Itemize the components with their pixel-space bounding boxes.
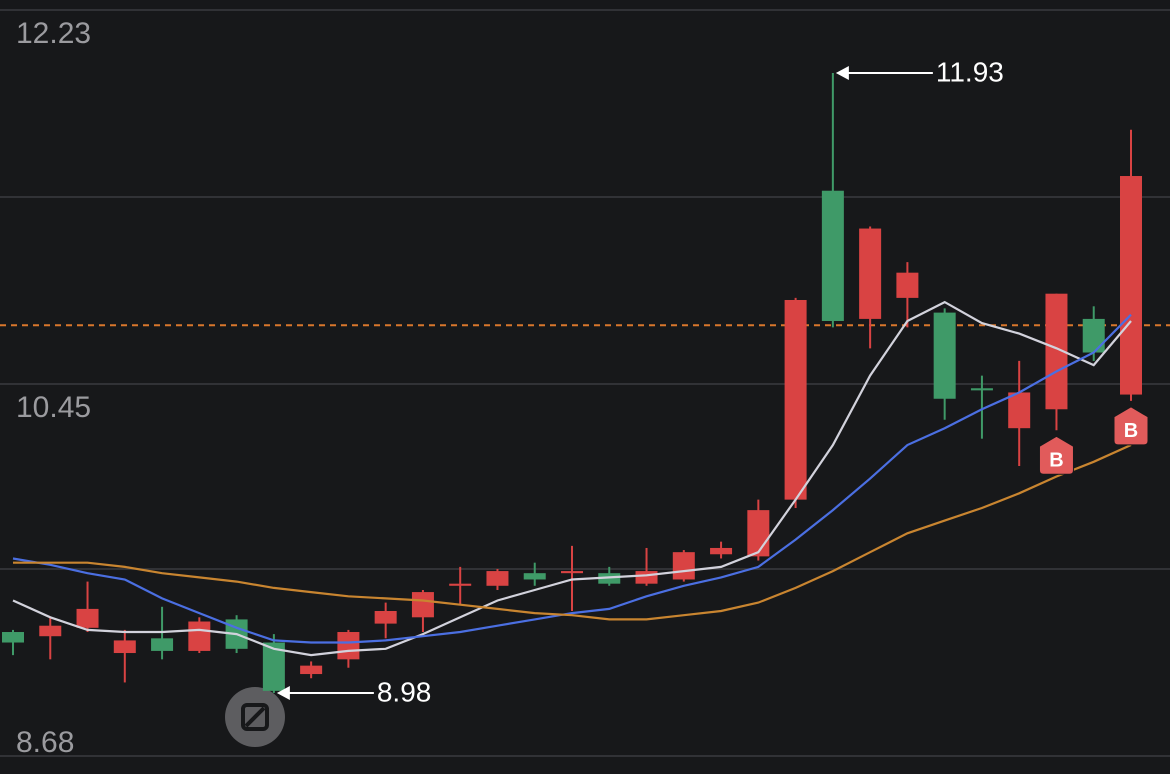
candle-body	[635, 571, 658, 584]
moving-average-line	[12, 300, 1132, 657]
candle-body	[337, 632, 360, 660]
buy-marker	[1038, 435, 1074, 475]
candle-body	[821, 190, 844, 322]
buy-marker-label: B	[1124, 420, 1138, 442]
candle-body	[2, 632, 24, 643]
annotation-arrowhead	[835, 66, 849, 81]
reset-icon[interactable]	[225, 687, 285, 747]
moving-average-line	[12, 313, 1132, 644]
candle-body	[113, 640, 136, 654]
candle-body	[374, 611, 397, 624]
candle-body	[747, 510, 770, 557]
candle-body	[1082, 318, 1105, 353]
candle-body	[896, 272, 919, 298]
buy-marker-label: B	[1049, 450, 1063, 472]
candle-body	[523, 573, 546, 580]
candle-body	[933, 312, 956, 399]
candle-body	[784, 299, 807, 500]
moving-average-line	[13, 443, 1132, 621]
candle-body	[561, 571, 583, 574]
y-tick-label: 8.68	[16, 726, 74, 759]
candle-body	[1008, 392, 1031, 429]
annotation-label: 11.93	[936, 56, 1004, 87]
candle-body	[672, 552, 695, 580]
candle-body	[710, 547, 733, 555]
candle-body	[1120, 176, 1142, 395]
candle-body	[300, 665, 323, 675]
candle-body	[486, 571, 509, 586]
candle-body	[76, 608, 99, 628]
candle-body	[188, 621, 211, 651]
annotation-label: 8.98	[377, 676, 432, 707]
candle-body	[449, 583, 472, 586]
candle-body	[411, 592, 434, 618]
candle-body	[262, 642, 285, 691]
candle-body	[970, 388, 993, 391]
y-tick-label: 10.45	[16, 391, 91, 424]
candle-body	[151, 638, 174, 651]
candle-body	[859, 228, 882, 319]
annotation-arrowhead	[276, 685, 290, 700]
y-tick-label: 12.23	[16, 17, 91, 50]
candle-body	[1045, 293, 1068, 410]
buy-marker	[1113, 406, 1149, 446]
candle-body	[39, 625, 62, 637]
